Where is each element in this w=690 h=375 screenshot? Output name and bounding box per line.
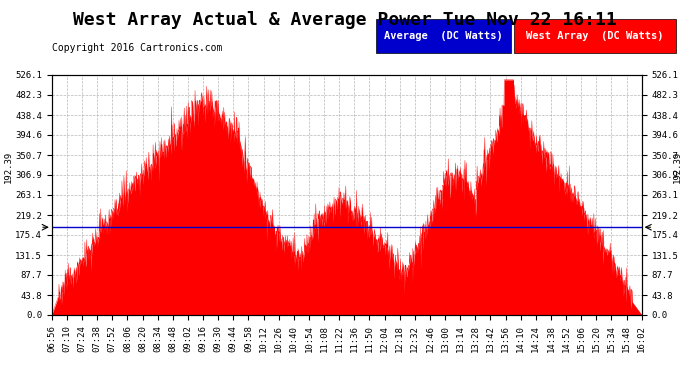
Text: West Array Actual & Average Power Tue Nov 22 16:11: West Array Actual & Average Power Tue No… xyxy=(73,11,617,29)
Text: Average  (DC Watts): Average (DC Watts) xyxy=(384,31,503,40)
Bar xyxy=(514,19,676,53)
Text: 192.39: 192.39 xyxy=(673,151,682,183)
Text: 192.39: 192.39 xyxy=(3,151,12,183)
Text: West Array  (DC Watts): West Array (DC Watts) xyxy=(526,31,664,40)
Bar xyxy=(376,19,511,53)
Text: Copyright 2016 Cartronics.com: Copyright 2016 Cartronics.com xyxy=(52,43,222,53)
